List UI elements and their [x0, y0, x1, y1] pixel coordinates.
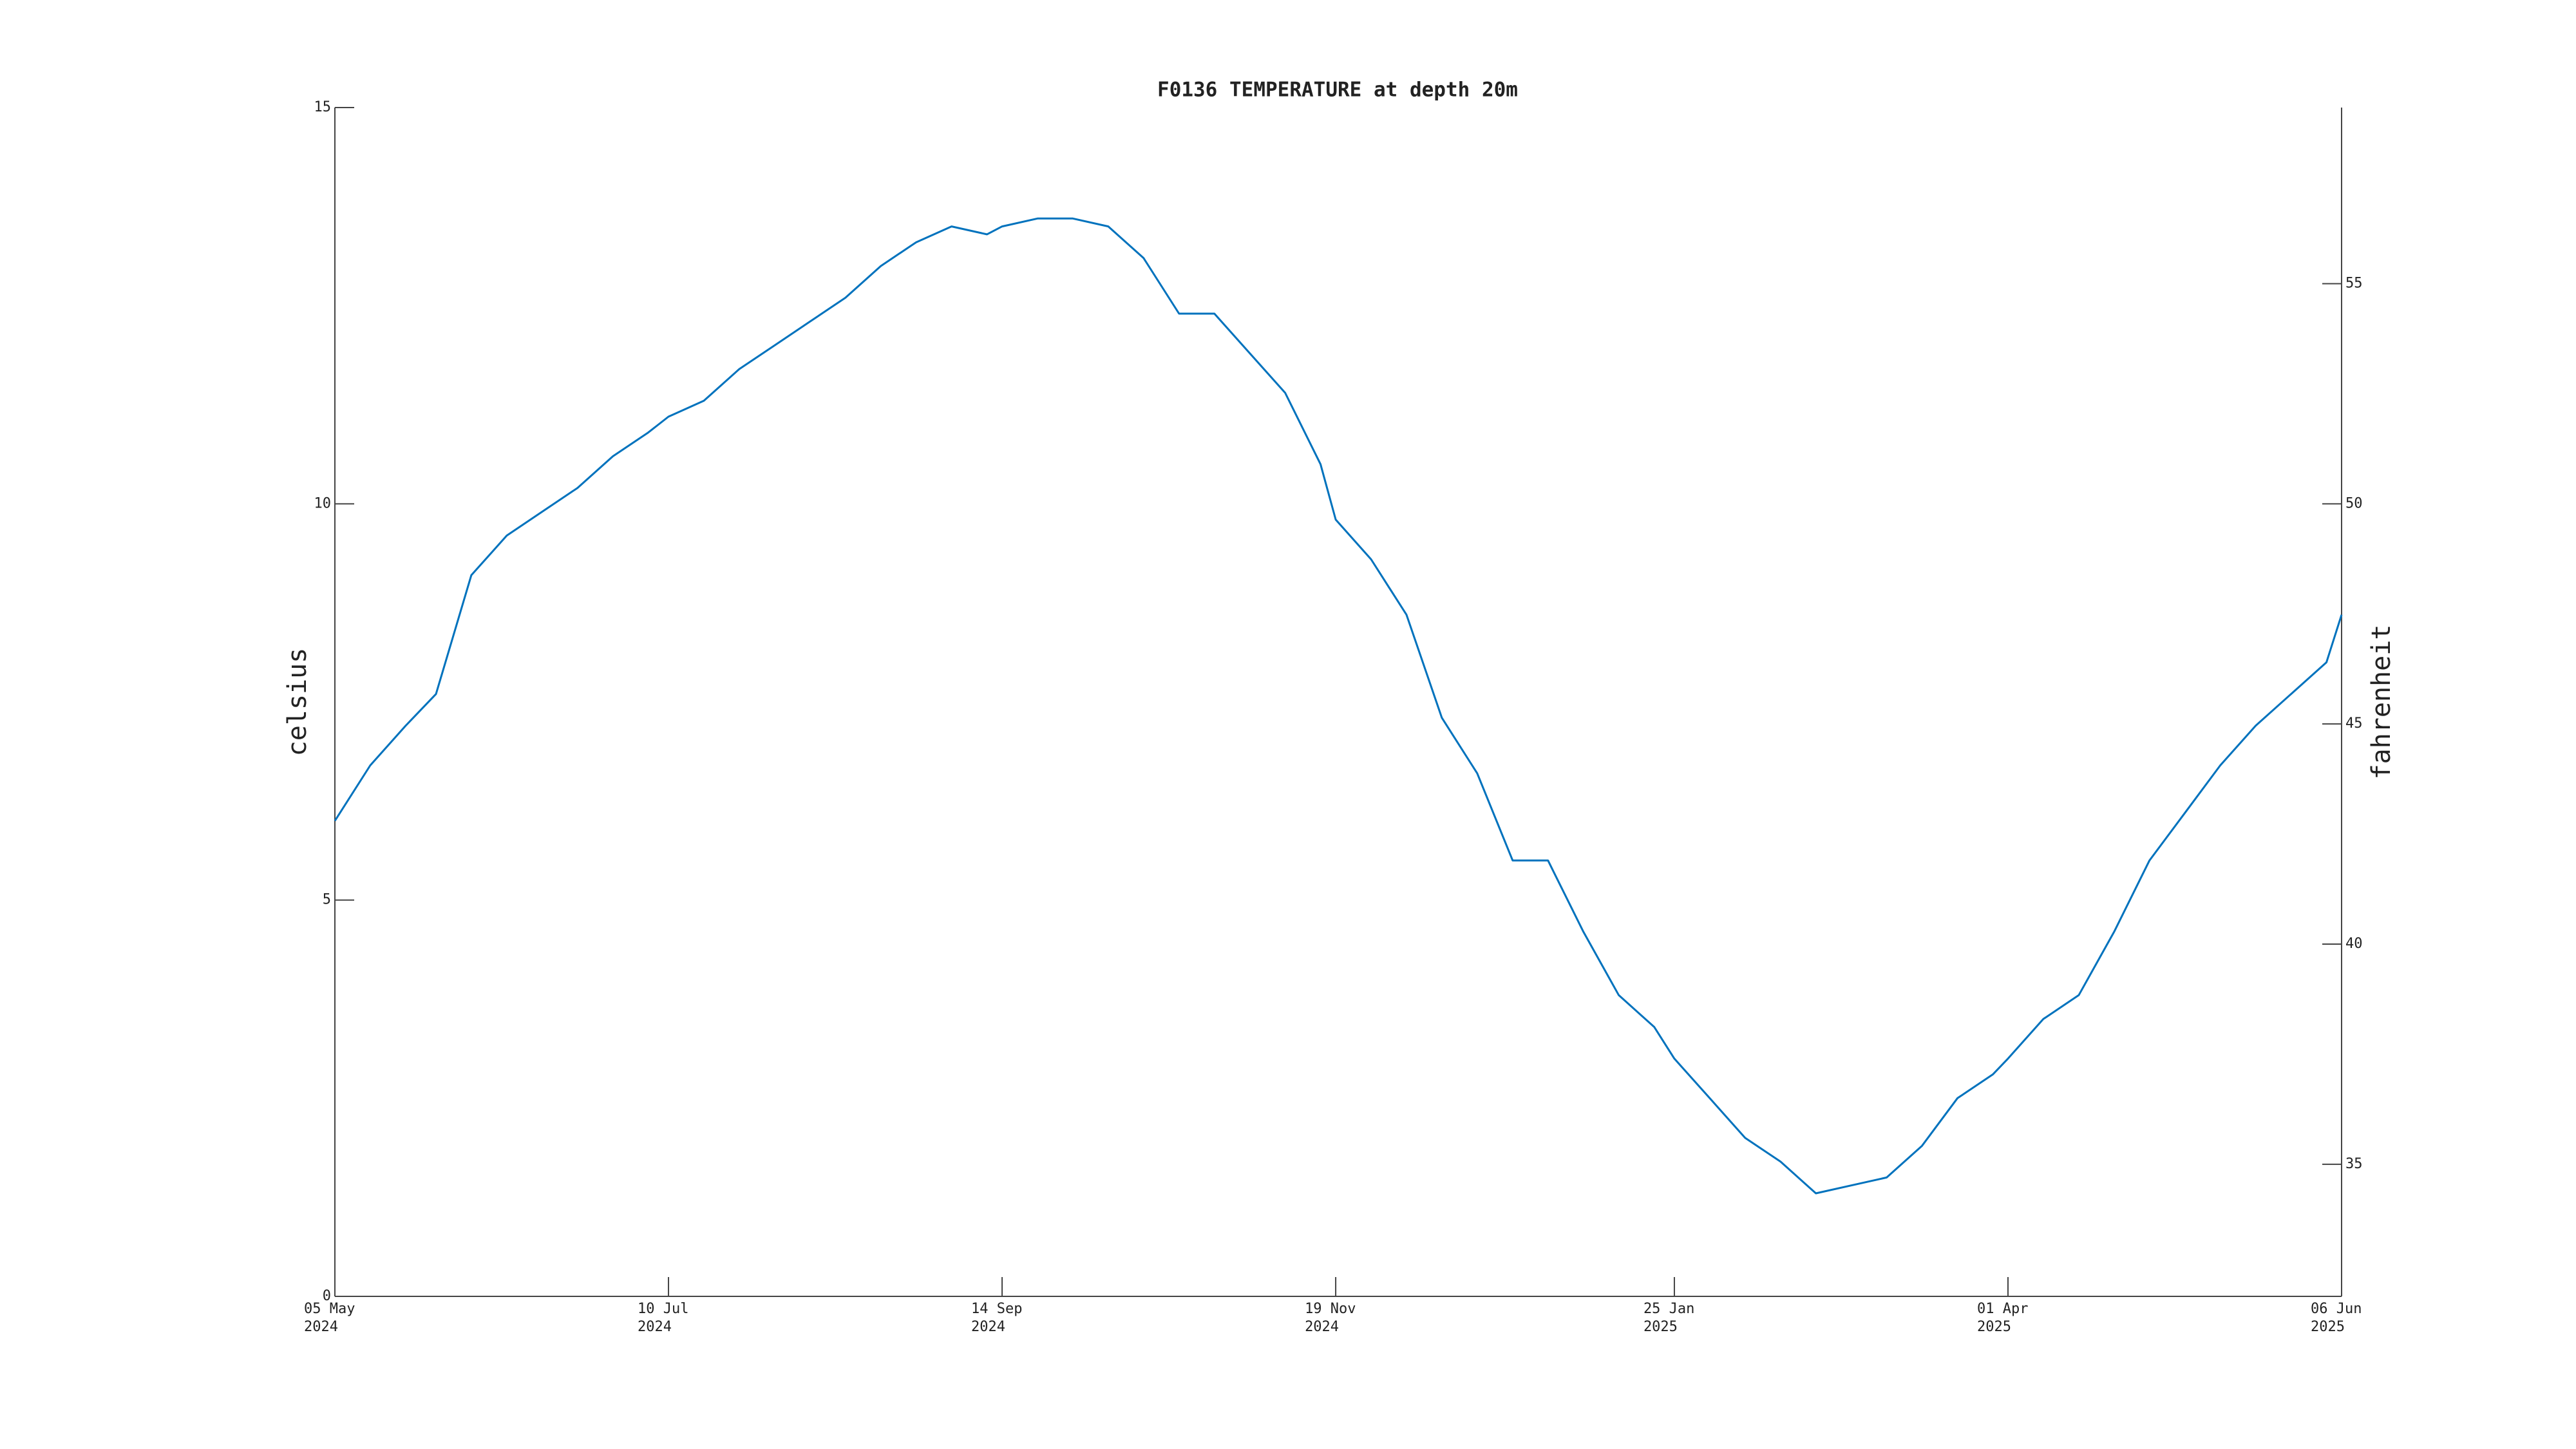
x-tick-label: 05 May 2024 [304, 1301, 355, 1335]
y2-tick-label: 55 [2345, 275, 2363, 291]
y2-tick-label: 50 [2345, 495, 2363, 511]
y-tick-label: 0 [323, 1288, 331, 1304]
chart-title: F0136 TEMPERATURE at depth 20m [1157, 79, 1518, 102]
x-tick-label: 01 Apr 2025 [1976, 1301, 2029, 1335]
y-tick-label: 10 [314, 495, 332, 511]
y-axis-label: celsius [283, 648, 312, 757]
x-tick-label: 10 Jul 2024 [638, 1301, 689, 1335]
x-tick-label: 14 Sep 2024 [971, 1301, 1023, 1335]
data-line [334, 217, 2343, 1195]
y2-axis-label: fahrenheit [2367, 625, 2396, 780]
x-tick-label: 25 Jan 2025 [1643, 1301, 1695, 1335]
x-tick-label: 19 Nov 2024 [1305, 1301, 1356, 1335]
x-tick-label: 06 Jun 2025 [2311, 1301, 2362, 1335]
y2-tick-label: 45 [2345, 715, 2363, 732]
y-tick-label: 5 [323, 892, 331, 908]
y2-tick-label: 40 [2345, 936, 2363, 952]
y2-tick-label: 35 [2345, 1156, 2363, 1172]
y-tick-label: 15 [314, 99, 332, 115]
